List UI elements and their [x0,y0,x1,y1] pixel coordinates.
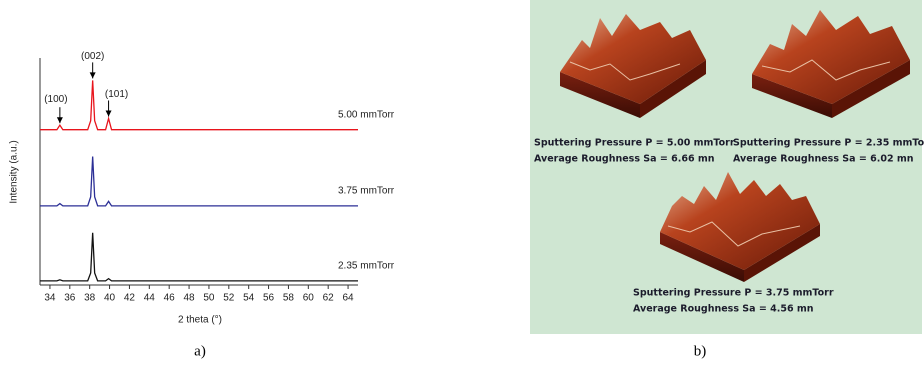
x-tick-label: 40 [104,293,116,304]
series-label: 5.00 mmTorr [338,109,395,120]
x-tick-label: 48 [184,293,196,304]
panel-label: b) [694,343,707,359]
x-tick-label: 60 [303,293,315,304]
x-tick-label: 64 [343,293,355,304]
afm-caption: Average Roughness Sa = 6.66 mn [534,154,715,165]
x-tick-label: 50 [203,293,215,304]
series-line [40,233,358,281]
afm-caption: Sputtering Pressure P = 2.35 mmTorr [733,138,924,149]
x-tick-label: 44 [144,293,156,304]
panel-label: a) [194,343,206,359]
annotation-label: (100) [44,94,67,105]
x-tick-label: 54 [243,293,255,304]
series-label: 3.75 mmTorr [338,185,395,196]
annotation-arrowhead [57,117,63,123]
x-tick-label: 46 [164,293,176,304]
series-line [40,157,358,206]
series-line [40,80,358,129]
annotation-arrowhead [106,110,112,116]
x-tick-label: 42 [124,293,136,304]
x-tick-label: 34 [44,293,56,304]
afm-caption: Average Roughness Sa = 4.56 mn [633,304,814,315]
series-label: 2.35 mmTorr [338,261,395,272]
y-axis-label: Intensity (a.u.) [9,140,20,203]
afm-caption: Sputtering Pressure P = 5.00 mmTorr [534,138,735,149]
x-tick-label: 58 [283,293,295,304]
afm-caption: Sputtering Pressure P = 3.75 mmTorr [633,288,834,299]
x-tick-label: 56 [263,293,275,304]
annotation-label: (002) [81,51,104,62]
figure: Sputtering Pressure P = 5.00 mmTorr Avera… [0,0,924,365]
afm-caption: Average Roughness Sa = 6.02 mn [733,154,914,165]
annotation-arrowhead [90,72,96,78]
x-tick-label: 52 [223,293,235,304]
annotation-label: (101) [105,89,128,100]
x-tick-label: 38 [84,293,96,304]
x-tick-label: 36 [64,293,76,304]
x-tick-label: 62 [323,293,335,304]
x-axis-label: 2 theta (°) [178,315,222,326]
